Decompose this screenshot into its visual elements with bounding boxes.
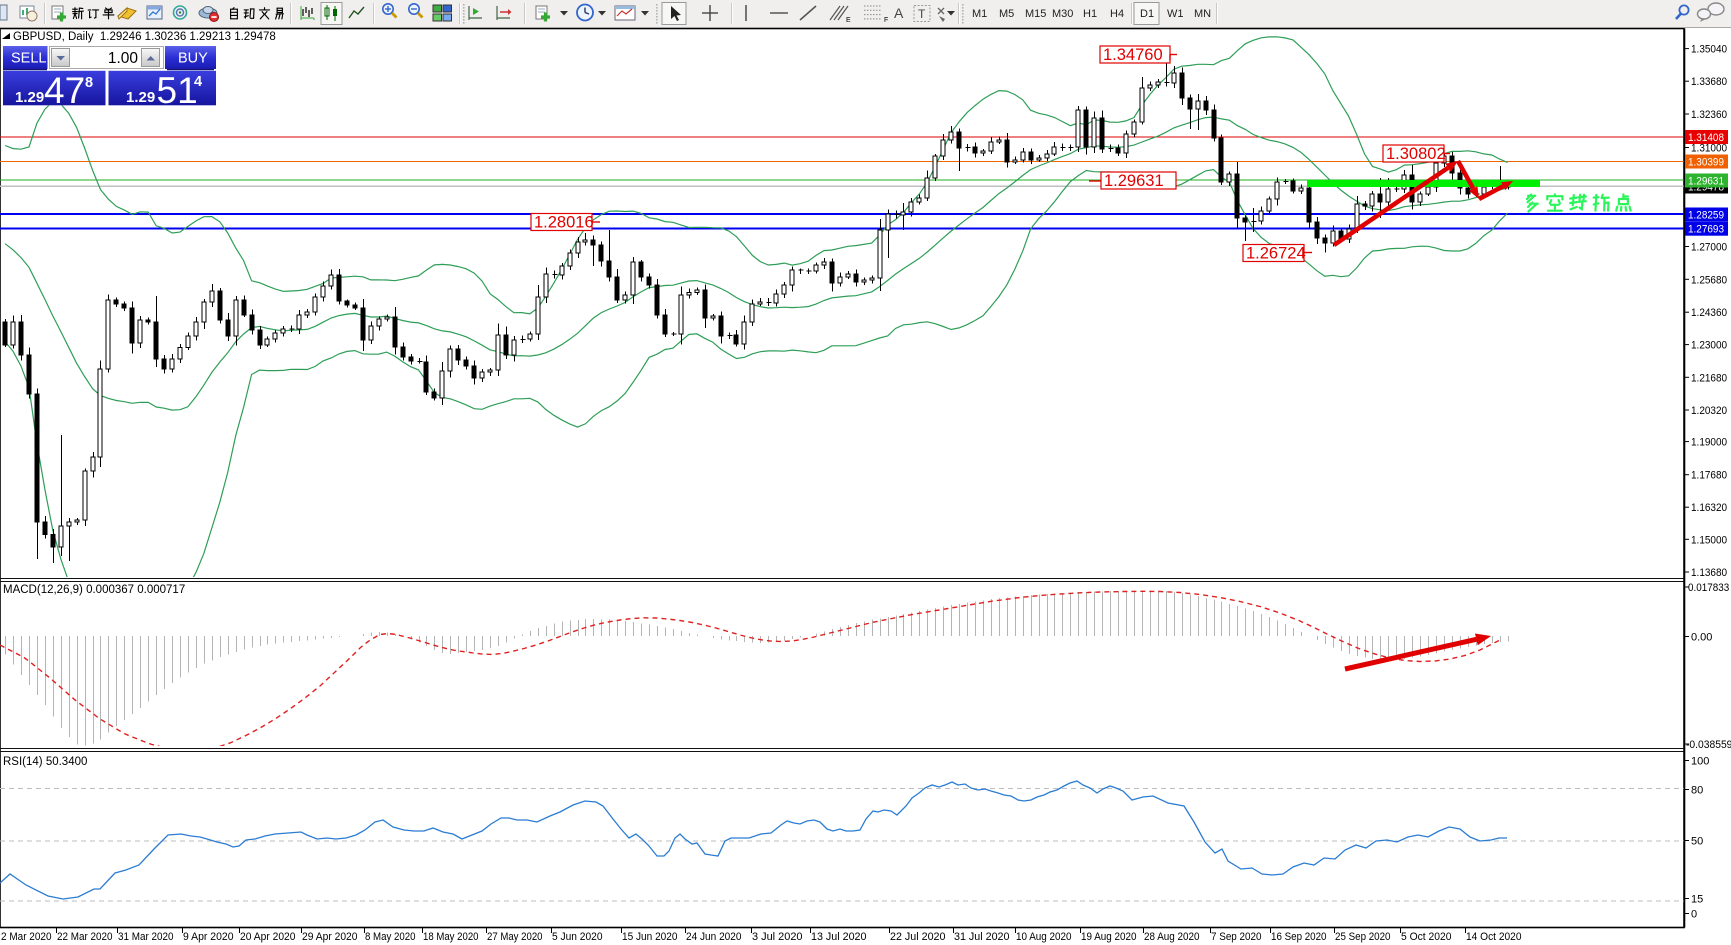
svg-text:1.33680: 1.33680	[1691, 76, 1727, 88]
svg-text:47: 47	[44, 70, 85, 111]
svg-text:1.26724: 1.26724	[1246, 245, 1306, 263]
svg-text:H4: H4	[1110, 8, 1124, 20]
svg-text:51: 51	[157, 70, 198, 111]
svg-text:1.31408: 1.31408	[1688, 132, 1724, 144]
svg-text:80: 80	[1691, 785, 1703, 797]
svg-text:15 Jun 2020: 15 Jun 2020	[622, 931, 678, 943]
svg-text:1.29: 1.29	[15, 89, 44, 106]
svg-text:GBPUSD, Daily 1.29246 1.30236: GBPUSD, Daily 1.29246 1.30236 1.29213 1.…	[13, 31, 276, 43]
svg-text:1.25680: 1.25680	[1691, 274, 1727, 286]
svg-text:1.35040: 1.35040	[1691, 44, 1727, 56]
svg-text:20 Apr 2020: 20 Apr 2020	[240, 931, 296, 943]
svg-text:1.27000: 1.27000	[1691, 242, 1727, 254]
svg-text:8 May 2020: 8 May 2020	[365, 931, 416, 943]
svg-text:1.00: 1.00	[108, 50, 139, 67]
svg-text:5 Oct 2020: 5 Oct 2020	[1401, 931, 1452, 943]
svg-text:3 Jul 2020: 3 Jul 2020	[752, 931, 803, 943]
svg-text:BUY: BUY	[178, 51, 208, 67]
svg-text:0: 0	[1691, 909, 1697, 921]
svg-text:SELL: SELL	[11, 51, 46, 67]
svg-text:28 Aug 2020: 28 Aug 2020	[1144, 931, 1200, 943]
svg-text:10 Aug 2020: 10 Aug 2020	[1016, 931, 1072, 943]
svg-text:1.34760: 1.34760	[1103, 46, 1163, 64]
svg-text:5 Jun 2020: 5 Jun 2020	[552, 931, 603, 943]
svg-text:1.29: 1.29	[126, 89, 155, 106]
svg-text:29 Apr 2020: 29 Apr 2020	[302, 931, 358, 943]
svg-text:7 Sep 2020: 7 Sep 2020	[1211, 931, 1262, 943]
svg-text:E: E	[846, 17, 851, 24]
svg-text:18 May 2020: 18 May 2020	[423, 931, 479, 943]
svg-text:F: F	[884, 17, 888, 24]
svg-text:100: 100	[1691, 756, 1709, 768]
svg-text:1.28259: 1.28259	[1688, 210, 1724, 222]
svg-text:27 May 2020: 27 May 2020	[487, 931, 543, 943]
svg-text:A: A	[894, 5, 904, 21]
svg-text:1.29631: 1.29631	[1104, 172, 1164, 190]
svg-text:W1: W1	[1167, 8, 1184, 20]
svg-text:1.31000: 1.31000	[1691, 143, 1727, 155]
svg-text:1.30802: 1.30802	[1386, 145, 1446, 163]
svg-text:9 Apr 2020: 9 Apr 2020	[183, 931, 234, 943]
svg-text:D1: D1	[1140, 8, 1154, 20]
svg-text:M15: M15	[1025, 8, 1046, 20]
svg-text:M30: M30	[1052, 8, 1073, 20]
svg-text:M1: M1	[972, 8, 987, 20]
svg-text:0.00: 0.00	[1691, 632, 1712, 644]
svg-text:4: 4	[194, 74, 202, 90]
svg-text:H1: H1	[1083, 8, 1097, 20]
svg-text:1.13680: 1.13680	[1691, 567, 1727, 579]
svg-text:M5: M5	[999, 8, 1014, 20]
svg-text:1.17680: 1.17680	[1691, 470, 1727, 482]
svg-text:1.21680: 1.21680	[1691, 372, 1727, 384]
svg-text:1.20320: 1.20320	[1691, 405, 1727, 417]
svg-text:1.15000: 1.15000	[1691, 534, 1727, 546]
svg-text:50: 50	[1691, 836, 1703, 848]
svg-text:25 Sep 2020: 25 Sep 2020	[1335, 931, 1391, 943]
svg-text:14 Oct 2020: 14 Oct 2020	[1466, 931, 1522, 943]
svg-text:RSI(14) 50.3400: RSI(14) 50.3400	[3, 756, 87, 768]
svg-text:24 Jun 2020: 24 Jun 2020	[686, 931, 742, 943]
svg-text:22 Jul 2020: 22 Jul 2020	[890, 931, 946, 943]
svg-text:1.24360: 1.24360	[1691, 307, 1727, 319]
svg-text:MN: MN	[1194, 8, 1211, 20]
svg-text:1.16320: 1.16320	[1691, 502, 1727, 514]
svg-text:1.19000: 1.19000	[1691, 437, 1727, 449]
svg-text:MACD(12,26,9) 0.000367 0.00071: MACD(12,26,9) 0.000367 0.000717	[3, 584, 185, 596]
svg-text:15: 15	[1691, 894, 1703, 906]
svg-text:T: T	[918, 7, 926, 21]
svg-text:1.23000: 1.23000	[1691, 340, 1727, 352]
svg-text:1.28016: 1.28016	[534, 214, 594, 232]
svg-text:13 Jul 2020: 13 Jul 2020	[811, 931, 867, 943]
svg-text:1.32360: 1.32360	[1691, 109, 1727, 121]
svg-text:8: 8	[85, 75, 93, 91]
svg-text:19 Aug 2020: 19 Aug 2020	[1081, 931, 1137, 943]
svg-text:22 Mar 2020: 22 Mar 2020	[57, 931, 113, 943]
svg-text:2 Mar 2020: 2 Mar 2020	[1, 931, 52, 943]
svg-text:16 Sep 2020: 16 Sep 2020	[1271, 931, 1327, 943]
svg-text:-0.038559: -0.038559	[1686, 739, 1731, 751]
svg-text:1.30399: 1.30399	[1688, 157, 1724, 169]
svg-text:1.27693: 1.27693	[1688, 224, 1724, 236]
svg-text:31 Jul 2020: 31 Jul 2020	[954, 931, 1010, 943]
svg-text:1.29631: 1.29631	[1688, 176, 1724, 188]
svg-text:31 Mar 2020: 31 Mar 2020	[118, 931, 174, 943]
svg-text:0.017833: 0.017833	[1688, 582, 1729, 594]
